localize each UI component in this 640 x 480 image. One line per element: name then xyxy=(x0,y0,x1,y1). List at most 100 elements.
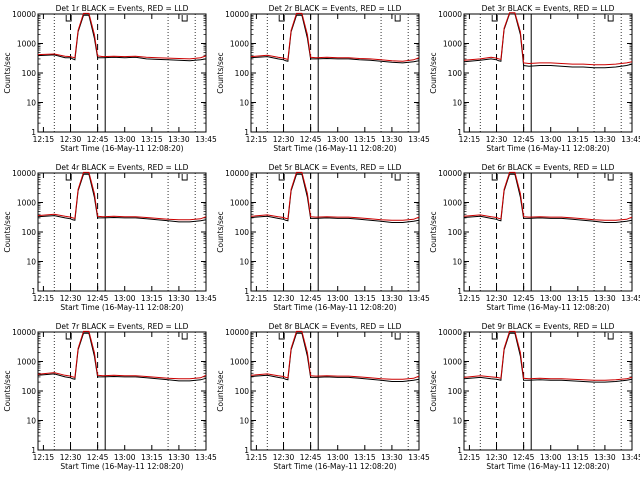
y-axis-label: Counts/sec xyxy=(3,211,12,252)
series-line-events xyxy=(37,332,207,382)
x-tick-label: 13:30 xyxy=(594,294,616,303)
x-axis-label: Start Time (16-May-11 12:08:20) xyxy=(60,462,183,471)
series-line-events xyxy=(37,14,207,62)
x-axis-label: Start Time (16-May-11 12:08:20) xyxy=(60,303,183,312)
y-tick-label: 1000 xyxy=(443,358,462,367)
plot-frame xyxy=(37,172,207,292)
chart-panel-7: 1 10 100 1000 10000 12:15 12:30 12:45 13:00 13:15… xyxy=(3,322,217,471)
x-tick-label: 12:30 xyxy=(60,453,82,462)
y-tick-label: 10 xyxy=(26,258,36,267)
plot-frame xyxy=(463,331,633,451)
top-flag-marker xyxy=(607,174,614,181)
y-tick-label: 100 xyxy=(448,228,463,237)
y-tick-label: 10 xyxy=(239,417,249,426)
top-flag-marker xyxy=(278,333,285,340)
y-tick-label: 1000 xyxy=(230,199,249,208)
y-tick-label: 10 xyxy=(26,99,36,108)
y-tick-label: 10000 xyxy=(225,10,249,19)
series-line-lld xyxy=(463,12,633,66)
y-tick-label: 10000 xyxy=(12,10,36,19)
series-line-lld xyxy=(37,171,207,221)
x-tick-label: 12:30 xyxy=(486,294,508,303)
x-axis-label: Start Time (16-May-11 12:08:20) xyxy=(486,144,609,153)
x-tick-label: 13:30 xyxy=(168,453,190,462)
series-line-events xyxy=(250,332,420,382)
x-tick-label: 12:45 xyxy=(513,135,535,144)
plot-frame xyxy=(37,331,207,451)
y-tick-label: 10000 xyxy=(225,169,249,178)
y-tick-label: 10000 xyxy=(438,169,462,178)
x-tick-label: 13:30 xyxy=(594,135,616,144)
x-tick-label: 12:15 xyxy=(246,453,268,462)
y-tick-label: 100 xyxy=(22,387,37,396)
chart-panel-4: 1 10 100 1000 10000 12:15 12:30 12:45 13:00 13:15… xyxy=(3,163,217,312)
x-tick-label: 12:30 xyxy=(273,135,295,144)
y-tick-label: 100 xyxy=(235,69,250,78)
y-tick-label: 1 xyxy=(244,446,249,455)
x-tick-label: 13:45 xyxy=(195,135,217,144)
x-tick-label: 13:45 xyxy=(195,453,217,462)
x-tick-label: 12:15 xyxy=(246,294,268,303)
x-tick-label: 13:15 xyxy=(141,135,163,144)
chart-title: Det 2r BLACK = Events, RED = LLD xyxy=(269,4,402,13)
chart-title: Det 4r BLACK = Events, RED = LLD xyxy=(56,163,189,172)
y-tick-label: 1 xyxy=(31,446,36,455)
series-line-lld xyxy=(250,330,420,380)
y-axis-label: Counts/sec xyxy=(429,211,438,252)
x-tick-label: 12:30 xyxy=(486,135,508,144)
x-tick-label: 12:30 xyxy=(60,135,82,144)
x-tick-label: 12:15 xyxy=(246,135,268,144)
x-tick-label: 13:00 xyxy=(114,135,136,144)
y-tick-label: 1000 xyxy=(230,40,249,49)
y-axis-label: Counts/sec xyxy=(216,370,225,411)
x-axis-label: Start Time (16-May-11 12:08:20) xyxy=(273,462,396,471)
series-line-events xyxy=(250,14,420,64)
top-flag-marker xyxy=(394,15,401,22)
y-tick-label: 1 xyxy=(244,287,249,296)
y-tick-label: 100 xyxy=(235,387,250,396)
x-tick-label: 12:30 xyxy=(60,294,82,303)
y-axis-label: Counts/sec xyxy=(429,52,438,93)
x-tick-label: 13:00 xyxy=(540,294,562,303)
x-axis-label: Start Time (16-May-11 12:08:20) xyxy=(60,144,183,153)
chart-title: Det 5r BLACK = Events, RED = LLD xyxy=(269,163,402,172)
series-line-events xyxy=(463,13,633,69)
x-tick-label: 13:00 xyxy=(114,294,136,303)
series-line-events xyxy=(463,332,633,383)
x-tick-label: 13:15 xyxy=(567,453,589,462)
x-tick-label: 12:15 xyxy=(459,294,481,303)
top-flag-marker xyxy=(65,15,72,22)
x-tick-label: 12:30 xyxy=(273,453,295,462)
x-tick-label: 13:00 xyxy=(540,453,562,462)
x-tick-label: 13:00 xyxy=(327,135,349,144)
x-tick-label: 12:15 xyxy=(33,294,55,303)
x-tick-label: 12:15 xyxy=(33,453,55,462)
series-line-lld xyxy=(463,171,633,221)
top-flag-marker xyxy=(607,15,614,22)
y-tick-label: 100 xyxy=(448,69,463,78)
y-tick-label: 1000 xyxy=(230,358,249,367)
y-tick-label: 100 xyxy=(22,69,37,78)
x-tick-label: 13:45 xyxy=(195,294,217,303)
plot-frame xyxy=(250,172,420,292)
chart-title: Det 7r BLACK = Events, RED = LLD xyxy=(56,322,189,331)
y-tick-label: 100 xyxy=(22,228,37,237)
y-tick-label: 1000 xyxy=(443,199,462,208)
plot-frame xyxy=(250,331,420,451)
x-tick-label: 13:00 xyxy=(114,453,136,462)
x-tick-label: 13:45 xyxy=(408,294,430,303)
top-flag-marker xyxy=(491,15,498,22)
y-tick-label: 1 xyxy=(31,128,36,137)
top-flag-marker xyxy=(65,333,72,340)
top-flag-marker xyxy=(65,174,72,181)
y-tick-label: 1 xyxy=(31,287,36,296)
x-tick-label: 13:30 xyxy=(381,294,403,303)
plot-frame xyxy=(250,13,420,133)
x-axis-label: Start Time (16-May-11 12:08:20) xyxy=(273,303,396,312)
y-tick-label: 10 xyxy=(239,99,249,108)
plot-frame xyxy=(463,13,633,133)
x-tick-label: 12:30 xyxy=(273,294,295,303)
y-tick-label: 10000 xyxy=(438,328,462,337)
x-tick-label: 12:45 xyxy=(87,135,109,144)
series-line-lld xyxy=(37,12,207,60)
